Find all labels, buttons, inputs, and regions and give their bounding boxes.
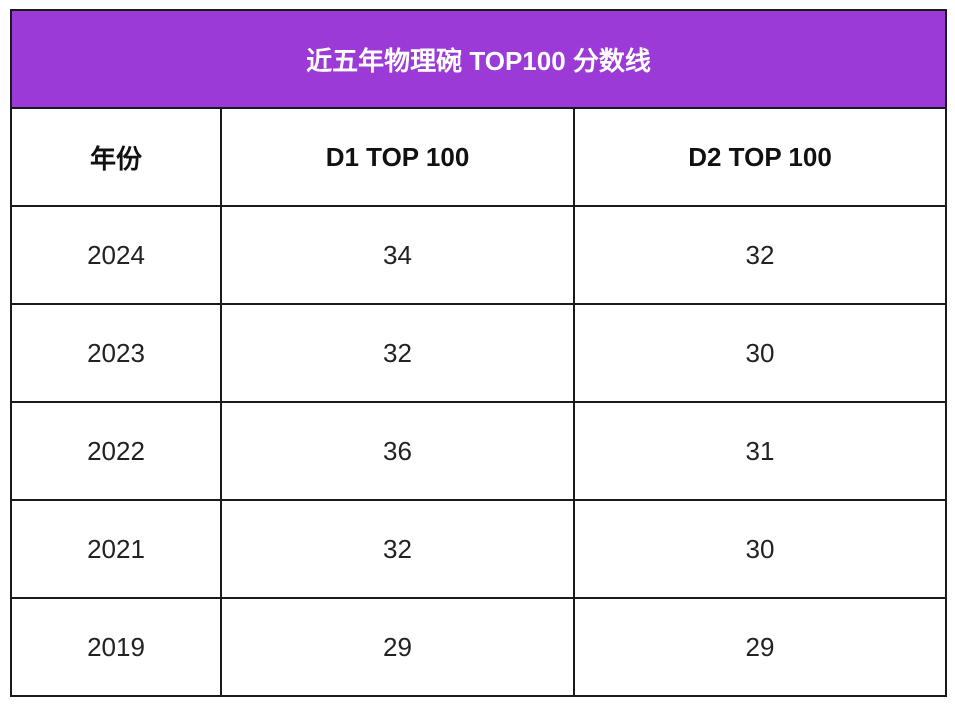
- score-table: 近五年物理碗 TOP100 分数线 年份 D1 TOP 100 D2 TOP 1…: [9, 9, 948, 697]
- header-d2: D2 TOP 100: [572, 107, 948, 207]
- score-table-container: 近五年物理碗 TOP100 分数线 年份 D1 TOP 100 D2 TOP 1…: [9, 9, 948, 697]
- cell-year: 2024: [10, 205, 222, 305]
- table-row: 2021 32 30: [10, 499, 948, 599]
- cell-year: 2019: [10, 597, 222, 697]
- cell-d2: 31: [572, 401, 948, 501]
- header-d1: D1 TOP 100: [220, 107, 575, 207]
- header-year: 年份: [10, 107, 222, 207]
- cell-d1: 32: [220, 303, 575, 403]
- cell-d2: 32: [572, 205, 948, 305]
- cell-d2: 30: [572, 303, 948, 403]
- cell-d1: 29: [220, 597, 575, 697]
- table-row: 2023 32 30: [10, 303, 948, 403]
- table-row: 2022 36 31: [10, 401, 948, 501]
- table-title: 近五年物理碗 TOP100 分数线: [9, 9, 948, 109]
- cell-d2: 29: [572, 597, 948, 697]
- cell-year: 2023: [10, 303, 222, 403]
- header-row: 年份 D1 TOP 100 D2 TOP 100: [10, 107, 948, 207]
- table-row: 2019 29 29: [10, 597, 948, 697]
- cell-d2: 30: [572, 499, 948, 599]
- table-row: 2024 34 32: [10, 205, 948, 305]
- cell-year: 2022: [10, 401, 222, 501]
- cell-d1: 36: [220, 401, 575, 501]
- title-row: 近五年物理碗 TOP100 分数线: [9, 9, 948, 109]
- cell-d1: 32: [220, 499, 575, 599]
- cell-year: 2021: [10, 499, 222, 599]
- cell-d1: 34: [220, 205, 575, 305]
